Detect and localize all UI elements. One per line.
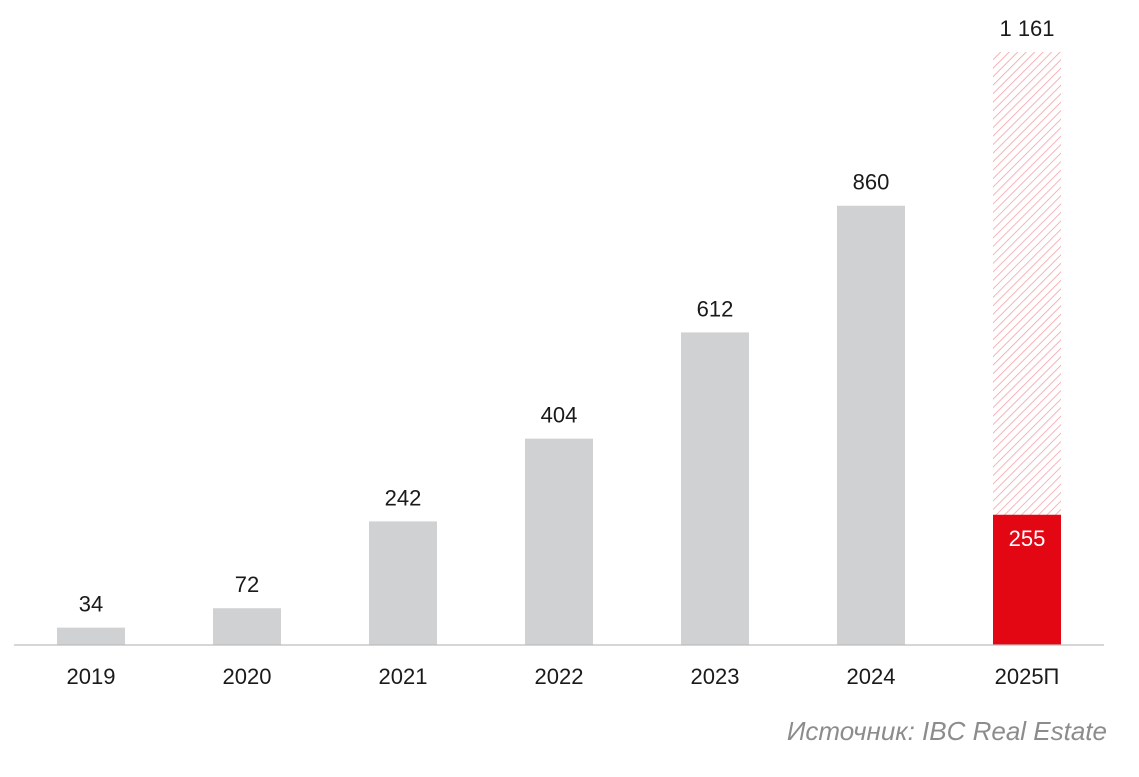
bar-2020: [213, 608, 281, 645]
source-note: Источник: IBC Real Estate: [786, 716, 1107, 746]
value-label-2025П: 255: [1009, 526, 1046, 551]
bar-2022: [525, 438, 593, 645]
value-label-forecast-total: 1 161: [999, 16, 1054, 41]
value-label-2024: 860: [853, 170, 890, 195]
value-label-2022: 404: [541, 403, 578, 428]
x-tick-label-2023: 2023: [691, 664, 740, 689]
bar-2024: [837, 205, 905, 646]
bars-layer: [57, 52, 1061, 646]
x-tick-label-2022: 2022: [535, 664, 584, 689]
value-label-2023: 612: [697, 296, 734, 321]
bar-2025П: [993, 514, 1061, 645]
value-label-2019: 34: [79, 592, 103, 617]
bar-2021: [369, 521, 437, 645]
labels-layer: 34 2019 72 2020 242 2021 404 2022 612 2023 860 2024…: [67, 16, 1060, 689]
bar-2019: [57, 627, 125, 645]
bar-2023: [681, 332, 749, 645]
x-tick-label-2021: 2021: [379, 664, 428, 689]
x-tick-label-2019: 2019: [67, 664, 116, 689]
value-label-2020: 72: [235, 572, 259, 597]
x-tick-label-2025П: 2025П: [995, 664, 1060, 689]
x-tick-label-2020: 2020: [223, 664, 272, 689]
x-tick-label-2024: 2024: [847, 664, 896, 689]
value-label-2021: 242: [385, 485, 422, 510]
